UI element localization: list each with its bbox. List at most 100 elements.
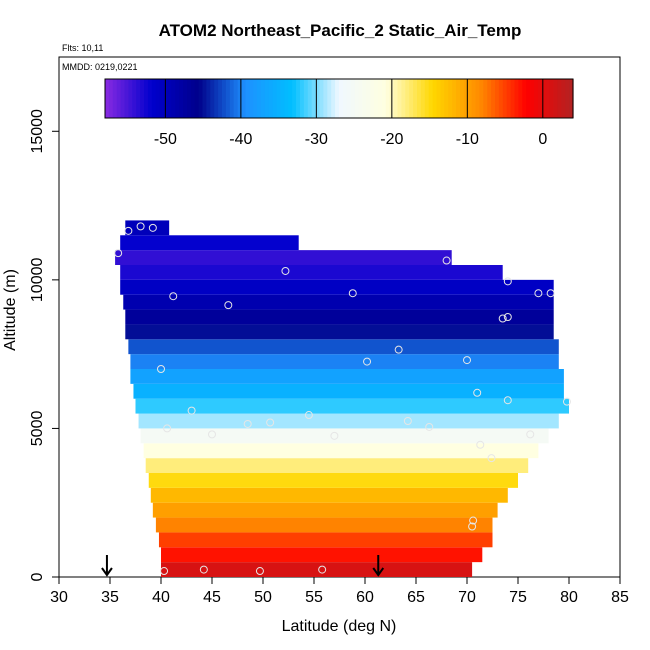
colorbar-cell <box>565 79 570 118</box>
y-tick-label: 0 <box>29 572 46 581</box>
axes: 30 35 40 45 50 55 60 65 70 75 80 85 0 5000 10000 15000 <box>29 109 629 606</box>
heatmap-band <box>128 339 559 355</box>
colorbar-cell <box>346 79 352 118</box>
colorbar-cell <box>409 79 414 118</box>
sample-point <box>160 567 169 576</box>
x-tick-label: 45 <box>203 589 221 606</box>
colorbar-cell <box>518 79 523 118</box>
sample-point <box>169 292 178 301</box>
colorbar-cell <box>144 79 149 118</box>
colorbar-cell <box>471 79 477 118</box>
heatmap-band <box>161 562 473 577</box>
colorbar-cell <box>401 79 406 118</box>
colorbar-cell <box>413 79 418 118</box>
heatmap-band <box>158 532 493 548</box>
colorbar-cell <box>245 79 250 118</box>
colorbar-cell <box>272 79 278 118</box>
colorbar-cell <box>327 79 332 118</box>
heatmap-band <box>120 265 503 280</box>
sample-point <box>546 289 555 298</box>
sample-point <box>503 313 512 321</box>
sample-point <box>255 567 264 576</box>
colorbar-cell <box>537 79 543 118</box>
flight-arrows <box>101 555 385 577</box>
colorbar-cell <box>385 79 391 118</box>
colorbar-cell <box>506 79 512 118</box>
sample-point <box>503 396 512 405</box>
x-tick-label: 55 <box>305 589 323 606</box>
colorbar-cell <box>124 79 129 118</box>
x-tick-label: 50 <box>254 589 272 606</box>
colorbar-cell <box>397 79 402 118</box>
y-tick-label: 15000 <box>29 109 46 154</box>
sample-point <box>463 356 471 365</box>
colorbar-cell <box>370 79 375 118</box>
colorbar-cell <box>487 79 492 118</box>
colorbar-cell <box>315 79 321 118</box>
sample-point <box>243 419 252 428</box>
sample-point <box>266 418 275 427</box>
colorbar-cell <box>261 79 266 118</box>
colorbar-tick-label: -30 <box>305 131 328 148</box>
sample-point <box>318 565 327 574</box>
colorbar-cell <box>502 79 508 118</box>
colorbar-cell <box>296 79 301 118</box>
heatmap-band <box>115 250 452 265</box>
heatmap-band <box>138 413 559 429</box>
sample-point <box>503 277 512 286</box>
heatmap-band <box>145 458 529 473</box>
colorbar-cell <box>108 79 114 118</box>
colorbar-cell <box>475 79 480 118</box>
colorbar-cell <box>405 79 410 118</box>
heatmap-band <box>135 398 569 414</box>
colorbar-cell <box>241 79 246 118</box>
colorbar-cell <box>307 79 313 118</box>
colorbar-cell <box>288 79 293 118</box>
heatmap-band <box>123 294 554 310</box>
x-tick-label: 75 <box>509 589 527 606</box>
heatmap-band <box>130 354 559 369</box>
colorbar-cell <box>393 79 399 118</box>
x-tick-label: 65 <box>407 589 425 606</box>
colorbar-cell <box>444 79 449 118</box>
colorbar-cell <box>557 79 562 118</box>
colorbar-cell <box>436 79 441 118</box>
colorbar-cell <box>358 79 363 118</box>
x-tick-label: 30 <box>50 589 68 606</box>
colorbar-cell <box>362 79 367 118</box>
heatmap-band <box>125 309 554 325</box>
heatmap-band <box>120 235 299 251</box>
colorbar-cell <box>155 79 161 118</box>
sample-point <box>476 440 485 449</box>
colorbar-cell <box>553 79 558 118</box>
colorbar-cell <box>147 79 153 118</box>
colorbar-cell <box>159 79 165 118</box>
colorbar-cell <box>561 79 566 118</box>
heatmap-band <box>125 324 554 340</box>
x-tick-label: 35 <box>101 589 119 606</box>
colorbar-cell <box>541 79 547 118</box>
sample-point <box>526 430 535 439</box>
heatmap-band <box>133 383 564 399</box>
colorbar-cell <box>225 79 231 118</box>
y-tick-label: 5000 <box>29 411 46 447</box>
colorbar-cell <box>491 79 496 118</box>
heatmap-band <box>120 279 554 295</box>
colorbar-cell <box>432 79 438 118</box>
colorbar-cell <box>253 79 258 118</box>
colorbar-cell <box>530 79 535 118</box>
colorbar-cell <box>194 79 200 118</box>
colorbar-cell <box>214 79 219 118</box>
x-axis-label: Latitude (deg N) <box>282 618 397 635</box>
colorbar-cell <box>105 79 110 118</box>
dates-label: MMDD: 0219,0221 <box>62 62 138 72</box>
sample-point <box>114 249 123 258</box>
colorbar-cell <box>210 79 215 118</box>
sample-points-layer <box>114 222 571 576</box>
flights-label: Flts: 10,11 <box>62 43 103 53</box>
colorbar-cell <box>116 79 122 118</box>
sample-point <box>224 301 233 310</box>
colorbar-cell <box>467 79 473 118</box>
heatmap-layer <box>115 220 569 577</box>
